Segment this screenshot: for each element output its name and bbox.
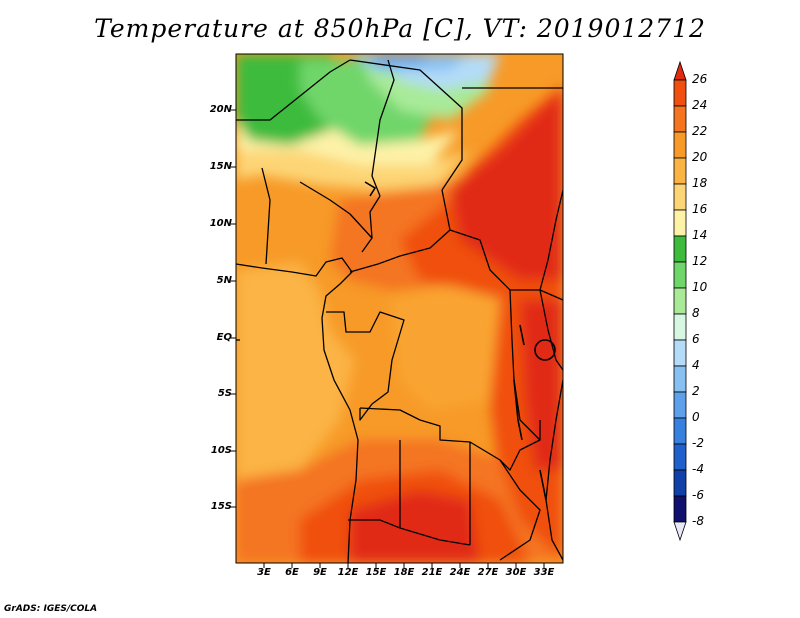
lon-label-3e: 3E xyxy=(257,567,271,578)
lat-label-15s: 15S xyxy=(210,501,232,512)
lon-label-27e: 27E xyxy=(477,567,499,578)
field-2-north xyxy=(370,54,430,64)
field-26-south xyxy=(350,490,480,563)
lat-label-10n: 10N xyxy=(209,218,232,229)
colorbar-swatch xyxy=(673,391,687,419)
lat-label-5s: 5S xyxy=(217,388,232,399)
colorbar-swatch xyxy=(673,495,687,523)
map-title: Temperature at 850hPa [C], VT: 201901271… xyxy=(94,14,706,43)
country-borders xyxy=(236,59,563,563)
lat-label-10s: 10S xyxy=(210,445,232,456)
lake-albert xyxy=(519,324,525,346)
colorbar-label: 0 xyxy=(692,410,700,424)
lat-label-20n: 20N xyxy=(209,104,232,115)
colorbar-swatch xyxy=(673,339,687,367)
colorbar xyxy=(673,60,687,542)
colorbar-label: 14 xyxy=(692,228,708,242)
colorbar-bottom-arrow xyxy=(673,521,687,542)
border-central xyxy=(349,189,563,301)
axis-ticks xyxy=(231,109,545,568)
colorbar-swatch xyxy=(673,79,687,107)
colorbar-label: 6 xyxy=(692,332,700,346)
colorbar-label: 24 xyxy=(692,98,708,112)
field-26-sudan xyxy=(450,90,563,280)
colorbar-label: -2 xyxy=(692,436,704,450)
lon-label-15e: 15E xyxy=(365,567,387,578)
colorbar-label: -6 xyxy=(692,488,704,502)
colorbar-swatch xyxy=(673,209,687,237)
colorbar-swatch xyxy=(673,365,687,393)
colorbar-swatch xyxy=(673,287,687,315)
border-north xyxy=(236,59,563,197)
lake-tanganyika xyxy=(513,379,523,441)
colorbar-label: 26 xyxy=(692,72,708,86)
coastline-west xyxy=(236,257,359,563)
lon-label-6e: 6E xyxy=(285,567,299,578)
colorbar-swatch xyxy=(673,183,687,211)
lon-label-18e: 18E xyxy=(393,567,415,578)
colorbar-label: -8 xyxy=(692,514,704,528)
colorbar-label: 4 xyxy=(692,358,700,372)
border-congo xyxy=(326,311,405,421)
colorbar-swatch xyxy=(673,131,687,159)
colorbar-label: 10 xyxy=(692,280,708,294)
colorbar-swatch xyxy=(673,157,687,185)
colorbar-label: 22 xyxy=(692,124,708,138)
colorbar-label: 8 xyxy=(692,306,700,320)
lon-label-24e: 24E xyxy=(449,567,471,578)
colorbar-label: 20 xyxy=(692,150,708,164)
colorbar-label: -4 xyxy=(692,462,704,476)
plot-frame xyxy=(235,53,564,564)
lake-chad xyxy=(364,181,377,197)
colorbar-swatch xyxy=(673,235,687,263)
lat-label-eq: EQ xyxy=(216,332,232,343)
lake-victoria xyxy=(534,339,556,361)
colorbar-label: 2 xyxy=(692,384,700,398)
border-angola xyxy=(348,440,471,546)
border-sudan-east xyxy=(539,189,563,291)
lake-malawi xyxy=(539,469,547,501)
lon-label-9e: 9E xyxy=(313,567,327,578)
lon-label-21e: 21E xyxy=(421,567,443,578)
lat-label-5n: 5N xyxy=(216,275,232,286)
colorbar-top-arrow xyxy=(673,60,687,81)
field-18-congo xyxy=(390,285,505,410)
lon-label-12e: 12E xyxy=(337,567,359,578)
lat-label-15n: 15N xyxy=(209,161,232,172)
lakes xyxy=(364,181,556,501)
field-18-west xyxy=(236,262,355,480)
colorbar-swatch xyxy=(673,105,687,133)
colorbar-swatch xyxy=(673,261,687,289)
coastline-east xyxy=(545,379,563,561)
colorbar-swatch xyxy=(673,313,687,341)
colorbar-swatch xyxy=(673,469,687,497)
colorbar-label: 16 xyxy=(692,202,708,216)
border-zambia xyxy=(499,459,541,561)
lon-label-30e: 30E xyxy=(505,567,527,578)
colorbar-label: 12 xyxy=(692,254,708,268)
temperature-field xyxy=(236,54,563,563)
lon-label-33e: 33E xyxy=(533,567,555,578)
credit-text: GrADS: IGES/COLA xyxy=(4,604,98,614)
colorbar-swatch xyxy=(673,443,687,471)
border-westcentral xyxy=(261,167,381,265)
colorbar-swatch xyxy=(673,417,687,445)
colorbar-label: 18 xyxy=(692,176,708,190)
